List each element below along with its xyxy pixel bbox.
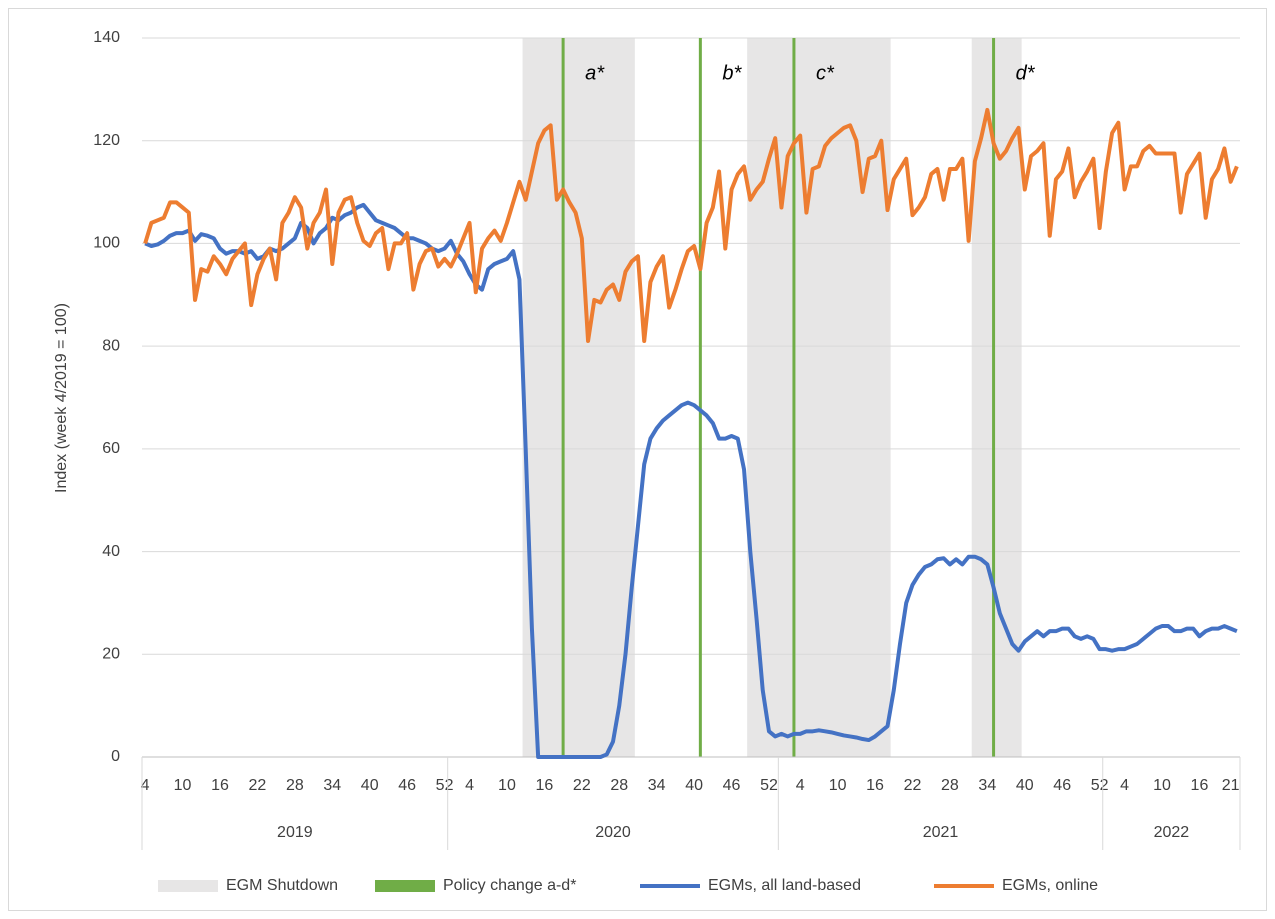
x-tick-label: 34: [648, 777, 666, 794]
x-tick-label: 46: [723, 777, 741, 794]
x-tick-label: 52: [436, 777, 454, 794]
y-tick-label: 140: [93, 29, 120, 46]
policy-label: b*: [722, 62, 742, 84]
shutdown-band: [522, 38, 635, 757]
x-tick-label: 4: [1120, 777, 1129, 794]
x-tick-label: 10: [174, 777, 192, 794]
x-tick-label: 16: [866, 777, 884, 794]
legend-label: EGMs, online: [1002, 877, 1098, 894]
legend-label: Policy change a-d*: [443, 877, 576, 894]
y-tick-label: 100: [93, 235, 120, 252]
policy-label: a*: [585, 62, 605, 84]
x-tick-label: 10: [829, 777, 847, 794]
y-tick-label: 60: [102, 440, 120, 457]
policy-label: d*: [1016, 62, 1036, 84]
y-tick-label: 0: [111, 748, 120, 765]
x-tick-label: 40: [1016, 777, 1034, 794]
x-tick-label: 52: [760, 777, 778, 794]
legend-swatch: [158, 880, 218, 892]
series-line: [144, 202, 1238, 759]
x-tick-label: 22: [249, 777, 267, 794]
y-axis-label: Index (week 4/2019 = 100): [53, 303, 70, 493]
x-tick-label: 34: [978, 777, 996, 794]
series-line: [143, 107, 1239, 344]
legend-label: EGM Shutdown: [226, 877, 338, 894]
y-tick-label: 80: [102, 337, 120, 354]
legend-swatch: [375, 880, 435, 892]
x-tick-label: 40: [361, 777, 379, 794]
x-tick-label: 22: [573, 777, 591, 794]
x-tick-label: 16: [211, 777, 229, 794]
x-tick-label: 40: [685, 777, 703, 794]
x-tick-label: 28: [941, 777, 959, 794]
x-tick-label: 46: [398, 777, 416, 794]
x-tick-label: 10: [1153, 777, 1171, 794]
year-label: 2019: [277, 824, 313, 841]
x-tick-label: 52: [1091, 777, 1109, 794]
y-tick-label: 40: [102, 543, 120, 560]
y-tick-label: 20: [102, 646, 120, 663]
policy-label: c*: [816, 62, 835, 84]
x-tick-label: 28: [286, 777, 304, 794]
x-tick-label: 4: [141, 777, 150, 794]
year-label: 2022: [1154, 824, 1190, 841]
shutdown-band: [971, 38, 1022, 757]
x-tick-label: 46: [1053, 777, 1071, 794]
chart-border: [8, 8, 1267, 911]
x-tick-label: 16: [1191, 777, 1209, 794]
shutdown-band: [747, 38, 891, 757]
x-tick-label: 28: [610, 777, 628, 794]
x-tick-label: 4: [465, 777, 474, 794]
x-tick-label: 22: [904, 777, 922, 794]
year-label: 2021: [923, 824, 959, 841]
y-tick-label: 120: [93, 132, 120, 149]
year-label: 2020: [595, 824, 631, 841]
x-tick-label: 10: [498, 777, 516, 794]
x-tick-label: 4: [796, 777, 805, 794]
x-tick-label: 16: [535, 777, 553, 794]
legend-label: EGMs, all land-based: [708, 877, 861, 894]
x-tick-label: 34: [323, 777, 341, 794]
x-tick-label: 21: [1222, 777, 1240, 794]
